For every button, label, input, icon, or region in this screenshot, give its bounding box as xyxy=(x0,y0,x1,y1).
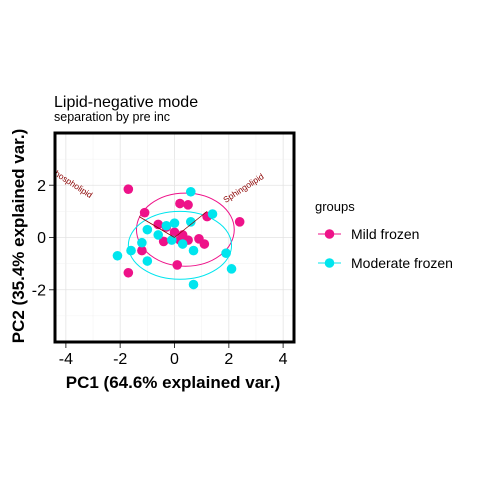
data-point-series-2 xyxy=(126,245,136,256)
data-point-series-1 xyxy=(183,200,193,210)
y-tick-label: -2 xyxy=(32,282,46,299)
data-point-series-2 xyxy=(153,230,164,240)
chart-subtitle: separation by pre inc xyxy=(54,110,170,124)
x-tick-label: 4 xyxy=(279,351,288,368)
loading-arrow-1 xyxy=(138,216,175,238)
x-tick-label: -4 xyxy=(59,351,73,368)
data-point-series-2 xyxy=(161,220,172,231)
data-point-series-2 xyxy=(137,237,147,248)
data-point-series-2 xyxy=(185,217,196,227)
legend-title: groups xyxy=(315,199,355,214)
y-tick-label: 0 xyxy=(37,230,46,247)
group-ellipse-2 xyxy=(127,210,233,280)
data-point-series-1 xyxy=(158,236,169,247)
legend-item-2: Moderate frozen xyxy=(318,255,453,271)
data-point-series-1 xyxy=(175,198,185,209)
data-point-series-1 xyxy=(139,207,150,218)
legend-key-marker xyxy=(324,258,335,268)
loading-arrow-2 xyxy=(174,211,208,238)
data-point-series-2 xyxy=(142,224,153,235)
data-point-series-2 xyxy=(169,218,180,228)
y-tick-label: 2 xyxy=(37,178,46,195)
data-point-series-1 xyxy=(199,239,210,249)
data-point-series-1 xyxy=(137,245,147,256)
data-point-series-2 xyxy=(177,239,188,249)
grid-lines xyxy=(55,133,294,342)
data-point-series-1 xyxy=(169,227,180,238)
data-point-series-1 xyxy=(234,217,245,227)
panel-border xyxy=(53,131,296,344)
data-point-series-1 xyxy=(123,267,134,278)
data-point-series-2 xyxy=(207,209,218,219)
legend-label: Mild frozen xyxy=(351,226,419,242)
data-point-series-2 xyxy=(226,264,237,274)
x-tick-label: 0 xyxy=(170,351,179,368)
data-point-series-1 xyxy=(172,260,183,270)
legend-item-1: Mild frozen xyxy=(318,226,419,242)
data-point-series-2 xyxy=(221,248,231,258)
data-point-series-2 xyxy=(142,256,153,266)
legend-label: Moderate frozen xyxy=(351,255,453,271)
chart-title: Lipid-negative mode xyxy=(54,94,198,111)
x-axis-label: PC1 (64.6% explained var.) xyxy=(66,373,281,392)
x-tick-label: -2 xyxy=(113,351,127,368)
data-point-series-1 xyxy=(123,184,134,194)
y-axis-label: PC2 (35.4% explained var.) xyxy=(9,129,28,344)
legend-key-marker xyxy=(324,229,335,239)
group-ellipse-1 xyxy=(135,192,235,267)
data-point-series-2 xyxy=(188,245,199,256)
data-point-series-2 xyxy=(188,279,199,290)
x-tick-label: 2 xyxy=(224,351,233,368)
data-point-series-2 xyxy=(112,250,123,261)
data-point-series-2 xyxy=(185,186,196,197)
